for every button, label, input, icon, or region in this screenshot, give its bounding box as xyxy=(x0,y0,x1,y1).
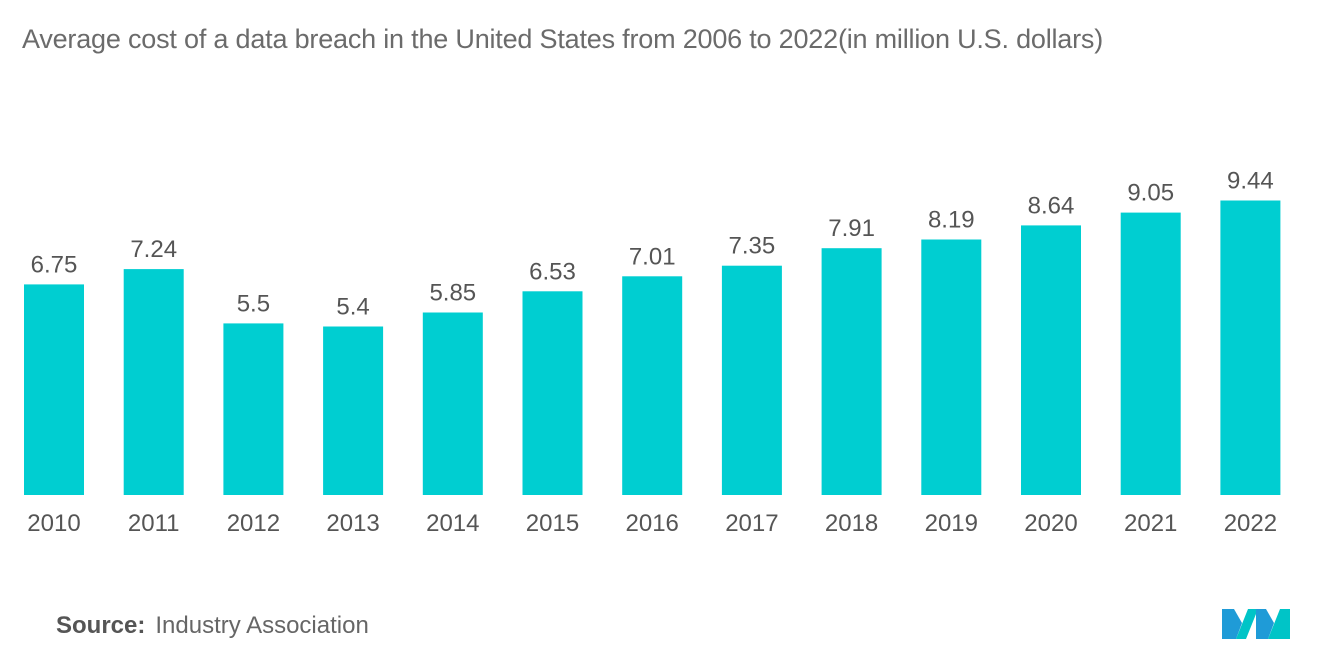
data-label-2019: 8.19 xyxy=(928,207,975,234)
x-tick-label-2013: 2013 xyxy=(326,510,379,537)
bar-2010 xyxy=(24,284,84,495)
data-label-2011: 7.24 xyxy=(130,236,177,263)
bar-2013 xyxy=(323,326,384,495)
data-label-2021: 9.05 xyxy=(1127,180,1174,207)
data-label-2012: 5.5 xyxy=(237,290,270,317)
bar-2019 xyxy=(921,239,982,495)
x-tick-labels-group: 2010 2011 2012 2013 2014 2015 2016 2017 2018 2019… xyxy=(27,510,1277,537)
data-label-2016: 7.01 xyxy=(629,243,676,270)
bar-2012 xyxy=(223,323,284,495)
x-tick-label-2017: 2017 xyxy=(725,510,778,537)
source-label: Source: xyxy=(56,612,146,639)
source-text: Industry Association xyxy=(155,612,369,639)
bar-2020 xyxy=(1021,225,1081,495)
bar-2021 xyxy=(1120,212,1181,495)
bar-2018 xyxy=(821,248,882,495)
x-tick-label-2018: 2018 xyxy=(825,510,878,537)
data-label-2014: 5.85 xyxy=(429,280,476,307)
mordor-intelligence-logo-icon xyxy=(1222,609,1290,639)
x-tick-label-2011: 2011 xyxy=(128,510,180,537)
x-tick-label-2019: 2019 xyxy=(925,510,978,537)
x-tick-label-2021: 2021 xyxy=(1124,510,1177,537)
data-label-2010: 6.75 xyxy=(31,251,78,278)
bar-2016 xyxy=(622,276,683,495)
data-labels-group: 6.75 7.24 5.5 5.4 5.85 6.53 7.01 7.35 7.91 8.19 8.… xyxy=(31,168,1274,321)
x-tick-label-2020: 2020 xyxy=(1024,510,1077,537)
bars-group xyxy=(24,200,1281,495)
data-label-2022: 9.44 xyxy=(1227,168,1274,195)
bar-2014 xyxy=(422,312,483,495)
chart-title: Average cost of a data breach in the Uni… xyxy=(22,24,1104,54)
x-tick-label-2010: 2010 xyxy=(27,510,80,537)
data-label-2018: 7.91 xyxy=(828,215,875,242)
bar-2011 xyxy=(123,269,184,495)
data-label-2015: 6.53 xyxy=(529,258,576,285)
bar-2017 xyxy=(721,265,782,495)
x-tick-label-2012: 2012 xyxy=(227,510,280,537)
x-tick-label-2022: 2022 xyxy=(1224,510,1277,537)
data-label-2020: 8.64 xyxy=(1028,192,1075,219)
data-label-2013: 5.4 xyxy=(336,294,369,321)
bar-2015 xyxy=(522,291,583,495)
bar-2022 xyxy=(1220,200,1281,495)
x-tick-label-2014: 2014 xyxy=(426,510,479,537)
source-note: Source: Industry Association xyxy=(56,612,369,640)
x-tick-label-2016: 2016 xyxy=(626,510,679,537)
data-label-2017: 7.35 xyxy=(729,233,776,260)
x-tick-label-2015: 2015 xyxy=(526,510,579,537)
